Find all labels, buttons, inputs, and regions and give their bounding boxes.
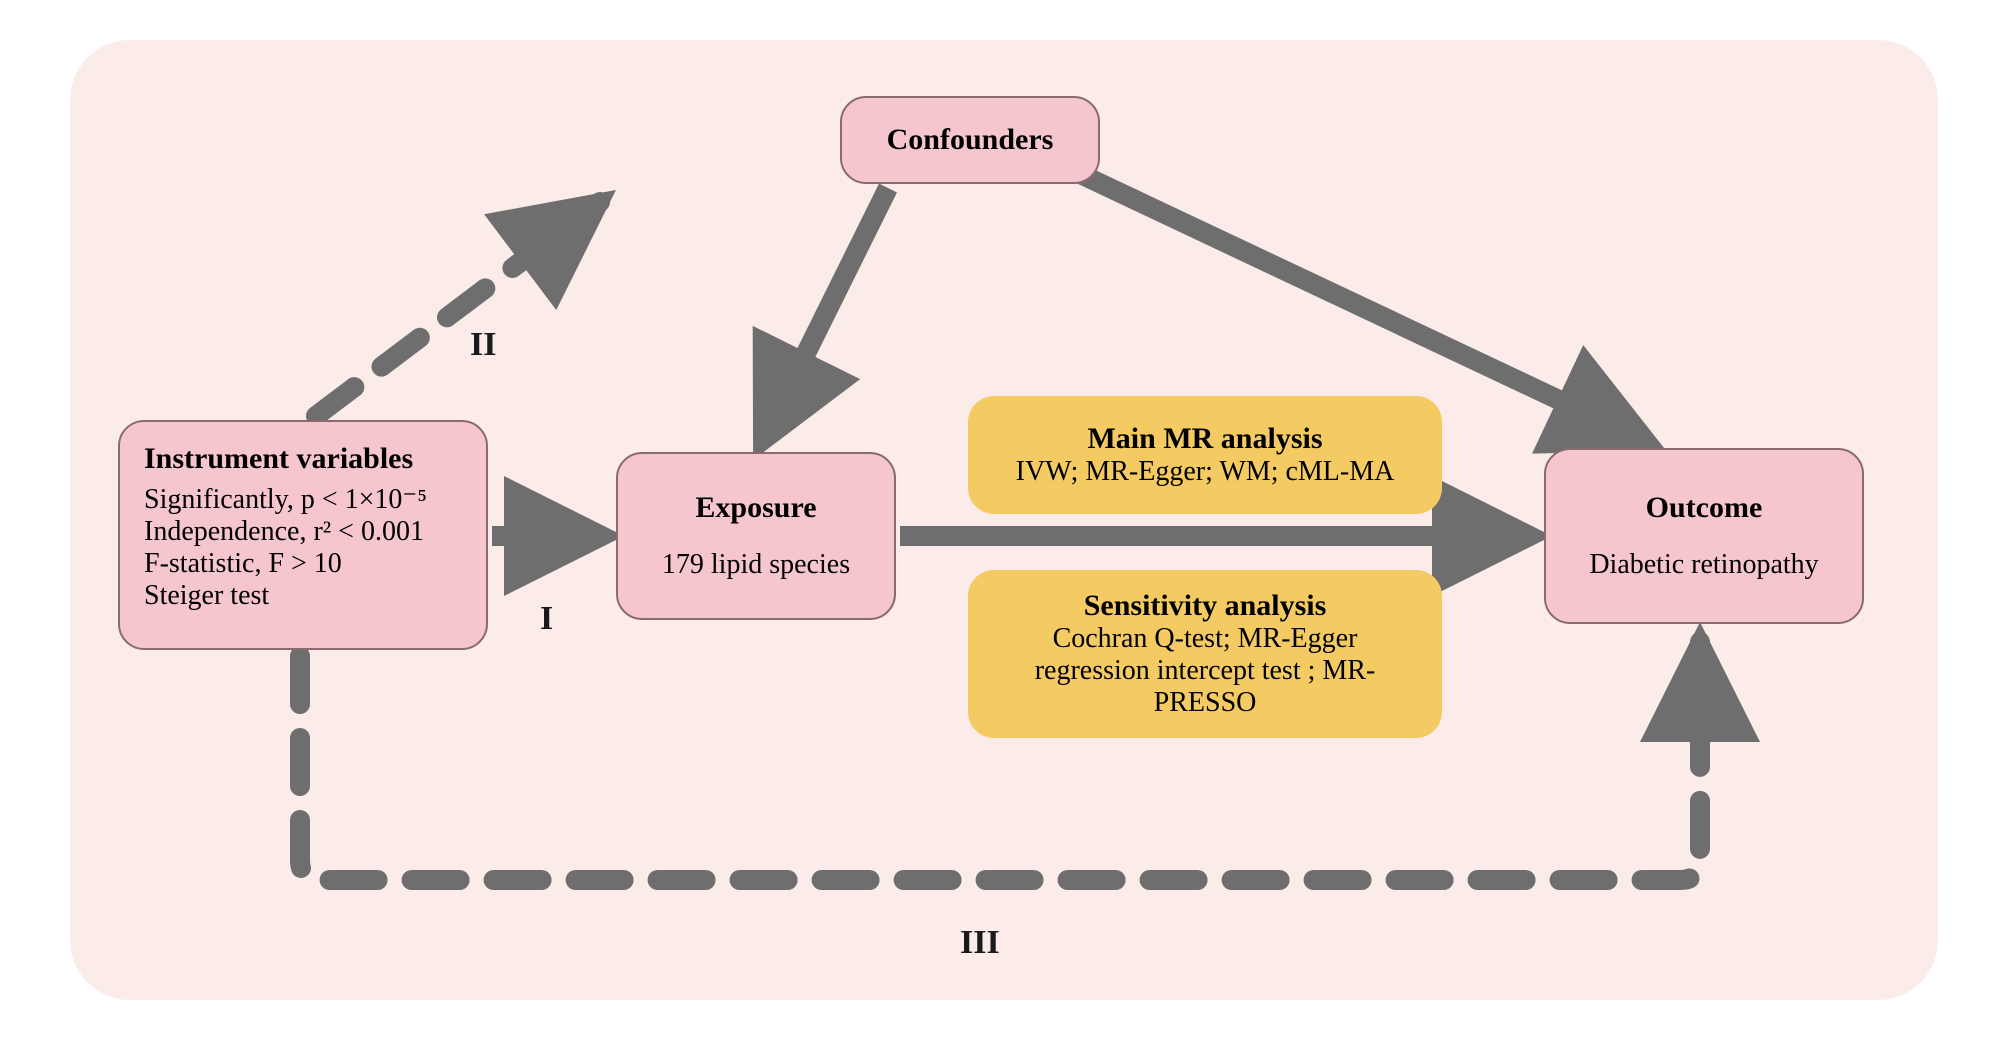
iv-line-2: Independence, r² < 0.001	[144, 516, 424, 548]
diagram-canvas: Confounders Instrument variables Signifi…	[0, 0, 2008, 1040]
sensitivity-line-2: regression intercept test ; MR-	[1035, 655, 1376, 687]
main-mr-line-1: IVW; MR-Egger; WM; cML-MA	[1016, 456, 1395, 488]
exposure-title: Exposure	[695, 491, 816, 525]
node-outcome: Outcome Diabetic retinopathy	[1544, 448, 1864, 624]
sensitivity-line-3: PRESSO	[1154, 687, 1257, 719]
label-roman-ii: II	[470, 326, 496, 364]
node-sensitivity-analysis: Sensitivity analysis Cochran Q-test; MR-…	[968, 570, 1442, 738]
iv-line-4: Steiger test	[144, 580, 269, 612]
node-confounders: Confounders	[840, 96, 1100, 184]
outcome-line-1: Diabetic retinopathy	[1589, 549, 1818, 581]
label-roman-iii: III	[960, 924, 1000, 962]
main-mr-title: Main MR analysis	[1087, 422, 1322, 456]
iv-line-3: F-statistic, F > 10	[144, 548, 342, 580]
label-roman-i: I	[540, 600, 553, 638]
outcome-title: Outcome	[1646, 491, 1763, 525]
iv-line-1: Significantly, p < 1×10⁻⁵	[144, 482, 427, 516]
node-instrument-variables: Instrument variables Significantly, p < …	[118, 420, 488, 650]
exposure-line-1: 179 lipid species	[662, 549, 850, 581]
node-main-mr-analysis: Main MR analysis IVW; MR-Egger; WM; cML-…	[968, 396, 1442, 514]
confounders-title: Confounders	[887, 123, 1054, 157]
sensitivity-title: Sensitivity analysis	[1084, 589, 1327, 623]
iv-title: Instrument variables	[144, 442, 413, 476]
sensitivity-line-1: Cochran Q-test; MR-Egger	[1053, 623, 1358, 655]
node-exposure: Exposure 179 lipid species	[616, 452, 896, 620]
